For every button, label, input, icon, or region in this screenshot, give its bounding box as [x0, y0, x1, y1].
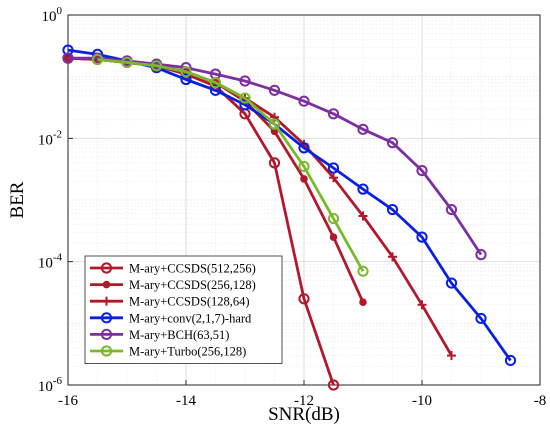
- axis-ticks: -16 -14 -12 -10 -8 10-6 10-4 10-2 100: [38, 5, 546, 409]
- data-point: [504, 354, 517, 367]
- data-point: [268, 157, 281, 169]
- data-point: [475, 312, 487, 325]
- legend-label: M-ary+Turbo(256,128): [129, 345, 246, 359]
- data-point: [417, 300, 427, 310]
- legend-marker: [100, 328, 113, 340]
- data-point: [298, 160, 310, 173]
- data-point: [416, 164, 428, 177]
- legend-marker: [100, 312, 113, 324]
- x-tick-label: -8: [534, 393, 547, 409]
- legend-label: M-ary+BCH(63,51): [129, 328, 229, 342]
- data-point: [180, 66, 192, 78]
- data-point: [268, 118, 281, 130]
- legend-label: M-ary+CCSDS(128,64): [129, 295, 250, 309]
- y-tick-label: 10-6: [38, 375, 63, 395]
- data-point: [445, 277, 458, 289]
- series-lines: [62, 44, 517, 391]
- legend-marker: [102, 296, 111, 306]
- data-point: [357, 123, 369, 135]
- legend-marker: [100, 345, 113, 357]
- legend-marker: [100, 262, 113, 274]
- data-point: [268, 84, 281, 96]
- data-point: [298, 293, 310, 305]
- series-6: [91, 53, 369, 277]
- legend-entry: M-ary+CCSDS(512,256): [90, 262, 256, 276]
- data-point: [300, 175, 308, 183]
- data-point: [239, 92, 251, 104]
- data-point: [298, 95, 310, 107]
- data-point: [91, 53, 104, 66]
- data-point: [62, 52, 74, 64]
- data-point: [327, 379, 340, 391]
- legend-entry: M-ary+conv(2,1,7)-hard: [90, 311, 252, 325]
- legend-entry: M-ary+CCSDS(256,128): [90, 278, 256, 292]
- x-tick-label: -10: [412, 393, 432, 409]
- series-5: [62, 52, 487, 261]
- data-point: [150, 60, 163, 72]
- data-point: [447, 351, 456, 361]
- y-tick-label: 10-4: [38, 252, 63, 272]
- x-axis-label: SNR(dB): [268, 404, 340, 425]
- legend: M-ary+CCSDS(512,256) M-ary+CCSDS(256,128)…: [84, 255, 283, 364]
- data-point: [358, 211, 368, 221]
- data-point: [386, 137, 399, 149]
- x-tick-label: -14: [176, 393, 196, 409]
- legend-entry: M-ary+Turbo(256,128): [90, 345, 246, 359]
- data-point: [475, 249, 487, 261]
- data-point: [416, 231, 428, 243]
- data-point: [327, 212, 340, 225]
- legend-box: [84, 255, 283, 364]
- data-point: [239, 75, 251, 87]
- data-point: [180, 73, 192, 86]
- legend-entry: M-ary+BCH(63,51): [90, 328, 229, 342]
- data-point: [239, 99, 251, 111]
- data-point: [209, 77, 222, 89]
- y-tick-label: 10-2: [38, 128, 62, 148]
- data-point: [359, 298, 367, 307]
- data-point: [327, 108, 340, 120]
- series-line: [68, 56, 483, 256]
- legend-label: M-ary+conv(2,1,7)-hard: [129, 311, 252, 325]
- data-point: [388, 252, 397, 262]
- data-point: [209, 84, 222, 96]
- series-line: [97, 58, 365, 272]
- legend-label: M-ary+CCSDS(256,128): [129, 278, 256, 292]
- data-point: [298, 142, 310, 154]
- data-point: [386, 203, 399, 216]
- legend-label: M-ary+CCSDS(512,256): [129, 262, 256, 276]
- y-tick-label: 100: [42, 5, 63, 25]
- y-axis-label: BER: [7, 181, 28, 218]
- data-point: [329, 173, 338, 183]
- x-tick-label: -16: [58, 393, 78, 409]
- data-point: [357, 265, 369, 277]
- legend-entry: M-ary+CCSDS(128,64): [90, 295, 250, 309]
- data-point: [357, 183, 369, 195]
- data-point: [329, 233, 338, 241]
- data-point: [327, 162, 340, 174]
- data-point: [121, 56, 133, 69]
- x-tick-label: -12: [294, 393, 314, 409]
- data-point: [62, 44, 74, 56]
- data-point: [445, 203, 458, 216]
- legend-marker: [102, 280, 111, 289]
